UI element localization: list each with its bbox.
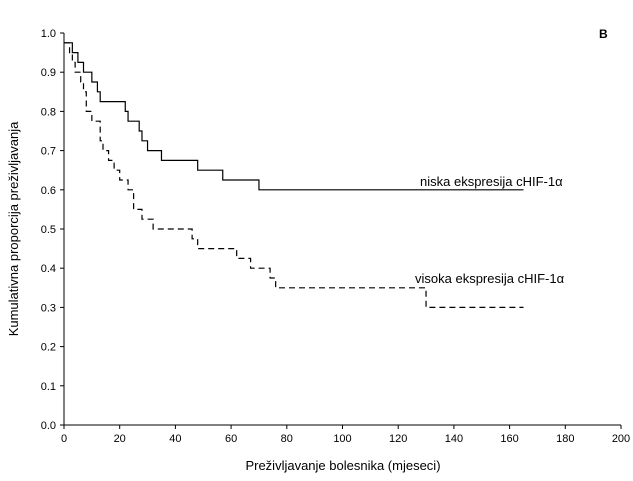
series-label-niska: niska ekspresija cHIF-1α <box>420 174 563 189</box>
y-tick-label: 0.0 <box>41 420 56 432</box>
x-tick-label: 100 <box>333 433 351 445</box>
x-tick-label: 80 <box>281 433 293 445</box>
y-axis-title: Kumulativna proporcija preživljavanja <box>6 121 21 336</box>
x-ticks: 0 20 40 60 80 100 120 140 160 180 200 <box>61 425 630 445</box>
x-tick-label: 180 <box>556 433 574 445</box>
x-tick-label: 60 <box>225 433 237 445</box>
x-tick-label: 40 <box>169 433 181 445</box>
x-tick-label: 140 <box>445 433 463 445</box>
y-tick-label: 0.4 <box>41 263 56 275</box>
y-tick-label: 0.8 <box>41 106 56 118</box>
axes <box>63 33 621 426</box>
y-tick-label: 1.0 <box>41 28 56 40</box>
x-tick-label: 120 <box>389 433 407 445</box>
x-tick-label: 20 <box>114 433 126 445</box>
y-tick-label: 0.6 <box>41 185 56 197</box>
x-tick-label: 0 <box>61 433 67 445</box>
x-tick-label: 200 <box>612 433 630 445</box>
y-tick-label: 0.1 <box>41 381 56 393</box>
series-label-visoka: visoka ekspresija cHIF-1α <box>415 271 565 286</box>
y-tick-label: 0.3 <box>41 302 56 314</box>
y-tick-label: 0.2 <box>41 342 56 354</box>
series-layer <box>64 42 524 308</box>
survival-curve-visoka <box>64 42 524 308</box>
y-tick-label: 0.5 <box>41 224 56 236</box>
y-tick-label: 0.9 <box>41 67 56 79</box>
x-tick-label: 160 <box>500 433 518 445</box>
y-ticks: 0.0 0.1 0.2 0.3 0.4 0.5 0.6 0.7 0.8 0.9 1.0 <box>41 28 64 432</box>
survival-curve-niska <box>64 42 524 191</box>
x-axis-title: Preživljavanje bolesnika (mjeseci) <box>245 458 440 473</box>
panel-letter: B <box>599 27 608 41</box>
y-tick-label: 0.7 <box>41 146 56 158</box>
